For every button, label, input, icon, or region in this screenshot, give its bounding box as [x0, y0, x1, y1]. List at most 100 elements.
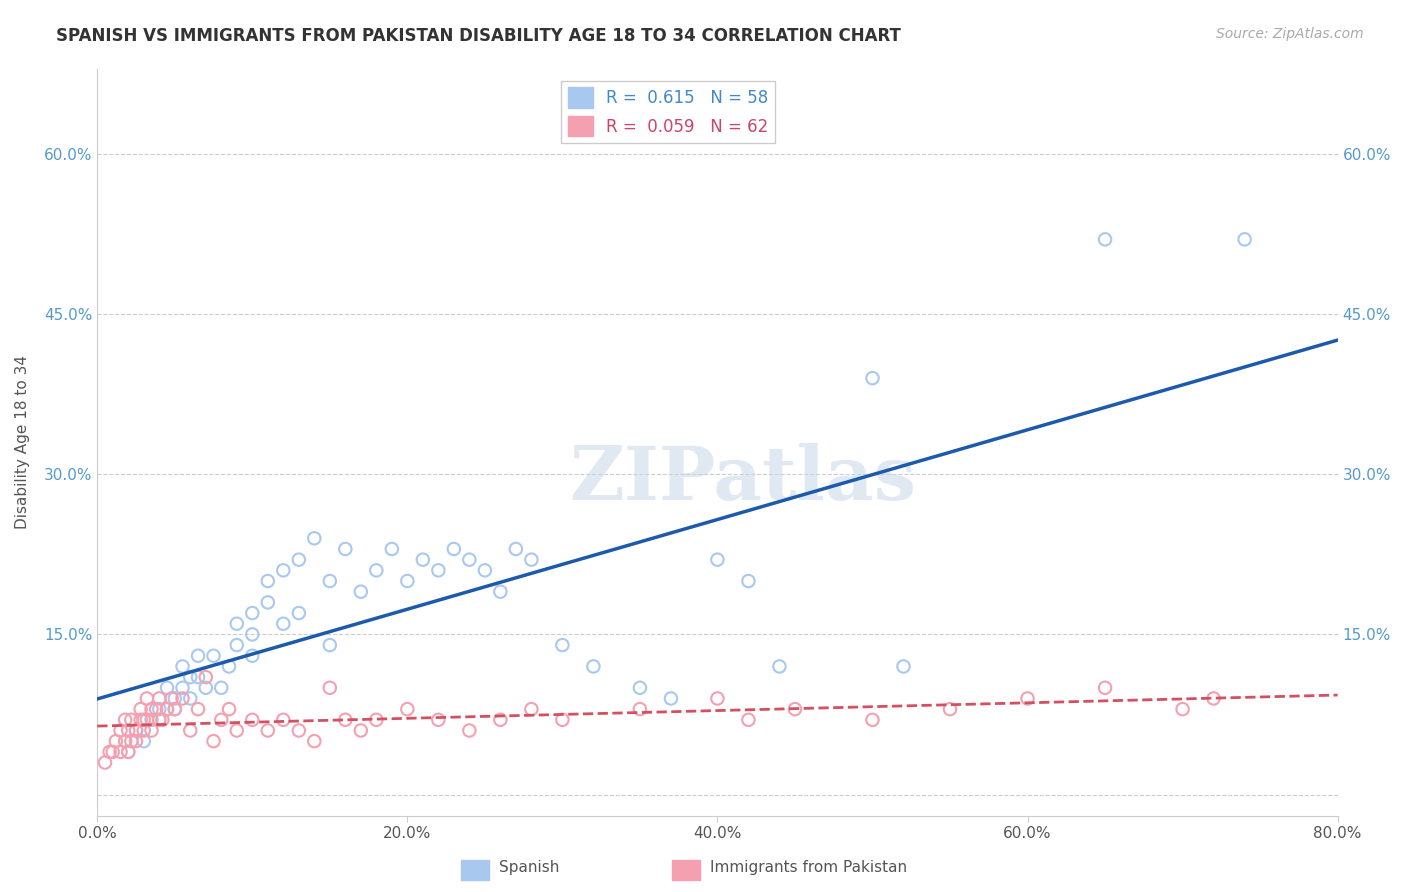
Point [505, 541, 527, 556]
Point [117, 723, 139, 738]
Point [110, 745, 132, 759]
Point [582, 659, 605, 673]
Point [706, 691, 728, 706]
Point [319, 574, 342, 588]
Point [240, 606, 263, 620]
Point [271, 616, 294, 631]
Point [737, 574, 759, 588]
Point [551, 638, 574, 652]
Legend: R =  0.615   N = 58, R =  0.059   N = 62: R = 0.615 N = 58, R = 0.059 N = 62 [561, 80, 775, 143]
Point [163, 702, 186, 716]
Point [156, 702, 179, 716]
Point [218, 659, 240, 673]
Point [288, 552, 311, 566]
Point [132, 734, 155, 748]
Point [1017, 691, 1039, 706]
Point [1233, 232, 1256, 246]
Point [520, 552, 543, 566]
Point [304, 531, 326, 545]
Text: Source: ZipAtlas.com: Source: ZipAtlas.com [1216, 27, 1364, 41]
FancyBboxPatch shape [672, 860, 700, 880]
Point [135, 691, 157, 706]
Point [1202, 691, 1225, 706]
Point [271, 563, 294, 577]
Point [179, 670, 201, 684]
Point [240, 713, 263, 727]
Point [288, 723, 311, 738]
Point [256, 595, 278, 609]
Point [202, 734, 225, 748]
Point [1171, 702, 1194, 716]
Point [474, 563, 496, 577]
Point [160, 691, 183, 706]
Point [551, 713, 574, 727]
Point [141, 723, 163, 738]
Point [179, 723, 201, 738]
Point [94, 756, 117, 770]
Point [335, 713, 357, 727]
Point [148, 691, 170, 706]
Point [225, 638, 247, 652]
Point [209, 713, 232, 727]
Point [101, 745, 124, 759]
Point [104, 734, 127, 748]
Point [288, 606, 311, 620]
Point [240, 627, 263, 641]
Point [194, 670, 217, 684]
Point [156, 681, 179, 695]
Point [1094, 232, 1116, 246]
Point [194, 681, 217, 695]
Point [893, 659, 915, 673]
Point [120, 734, 142, 748]
Point [458, 723, 481, 738]
Point [659, 691, 682, 706]
Point [125, 734, 148, 748]
Point [225, 723, 247, 738]
Point [520, 702, 543, 716]
Point [187, 702, 209, 716]
Point [319, 638, 342, 652]
Point [335, 541, 357, 556]
Point [132, 723, 155, 738]
Point [783, 702, 806, 716]
Point [443, 541, 465, 556]
Point [628, 681, 651, 695]
Text: Immigrants from Pakistan: Immigrants from Pakistan [710, 861, 907, 875]
Point [148, 702, 170, 716]
Point [117, 745, 139, 759]
Point [737, 713, 759, 727]
Point [366, 713, 388, 727]
Point [209, 681, 232, 695]
Point [179, 691, 201, 706]
Point [381, 541, 404, 556]
Point [172, 691, 194, 706]
Point [148, 713, 170, 727]
Text: SPANISH VS IMMIGRANTS FROM PAKISTAN DISABILITY AGE 18 TO 34 CORRELATION CHART: SPANISH VS IMMIGRANTS FROM PAKISTAN DISA… [56, 27, 901, 45]
Point [141, 713, 163, 727]
Text: Spanish: Spanish [499, 861, 560, 875]
Point [225, 616, 247, 631]
Point [706, 552, 728, 566]
Point [271, 713, 294, 727]
Point [489, 713, 512, 727]
Point [862, 713, 884, 727]
Point [150, 713, 173, 727]
Text: ZIPatlas: ZIPatlas [569, 443, 915, 516]
Point [129, 702, 152, 716]
Point [366, 563, 388, 577]
Point [458, 552, 481, 566]
Point [256, 574, 278, 588]
Point [862, 371, 884, 385]
Point [427, 563, 450, 577]
Point [350, 723, 373, 738]
Point [114, 713, 136, 727]
Point [489, 584, 512, 599]
Point [350, 584, 373, 599]
Point [125, 723, 148, 738]
Point [163, 702, 186, 716]
Point [202, 648, 225, 663]
Point [396, 574, 419, 588]
Y-axis label: Disability Age 18 to 34: Disability Age 18 to 34 [15, 355, 30, 529]
Point [172, 659, 194, 673]
Point [187, 648, 209, 663]
